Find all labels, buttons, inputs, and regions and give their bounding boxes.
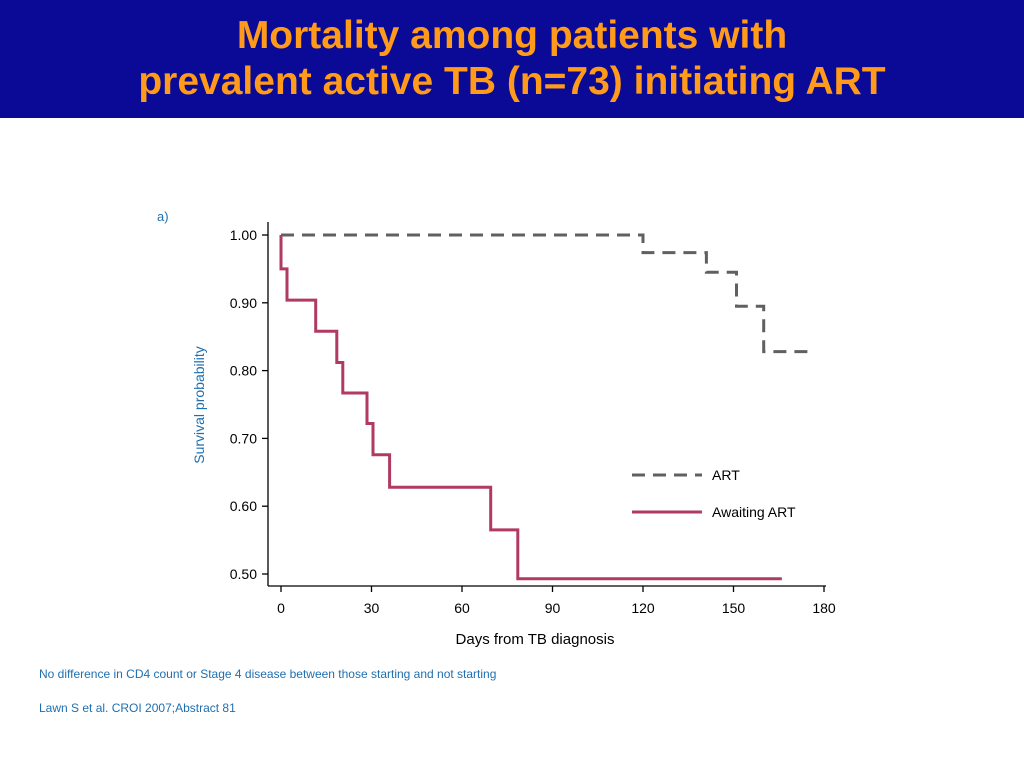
legend-label: ART xyxy=(712,467,740,483)
y-tick-label: 1.00 xyxy=(230,227,257,243)
y-tick-label: 0.80 xyxy=(230,363,257,379)
panel-label: a) xyxy=(157,209,169,224)
x-tick-label: 120 xyxy=(631,600,655,616)
x-tick-label: 30 xyxy=(364,600,380,616)
x-tick-label: 180 xyxy=(812,600,836,616)
y-tick-label: 0.50 xyxy=(230,566,257,582)
x-tick-label: 90 xyxy=(545,600,561,616)
slide-title-line-1: Mortality among patients with xyxy=(236,14,788,57)
y-tick-label: 0.90 xyxy=(230,295,257,311)
series-line-art xyxy=(281,233,812,354)
y-tick-label: 0.60 xyxy=(230,498,257,514)
x-tick-label: 60 xyxy=(454,600,470,616)
footnote: No difference in CD4 count or Stage 4 di… xyxy=(39,667,497,681)
x-axis-title: Days from TB diagnosis xyxy=(456,631,615,648)
legend-label: Awaiting ART xyxy=(712,504,796,520)
y-axis-title: Survival probability xyxy=(191,346,207,464)
axes: 0.50 0.60 0.70 0.80 0.90 1.00 0 30 60 90 120 150 180 xyxy=(230,222,836,616)
x-tick-label: 150 xyxy=(722,600,746,616)
title-bar: Mortality among patients with prevalent … xyxy=(0,0,1024,118)
citation: Lawn S et al. CROI 2007;Abstract 81 xyxy=(39,701,236,715)
series-line-awaiting-art xyxy=(279,235,782,581)
slide-title-line-2: prevalent active TB (n=73) initiating AR… xyxy=(138,60,886,103)
series-layer xyxy=(279,233,812,581)
y-tick-label: 0.70 xyxy=(230,430,257,446)
chart-legend: ART Awaiting ART xyxy=(632,467,796,520)
x-tick-label: 0 xyxy=(277,600,285,616)
